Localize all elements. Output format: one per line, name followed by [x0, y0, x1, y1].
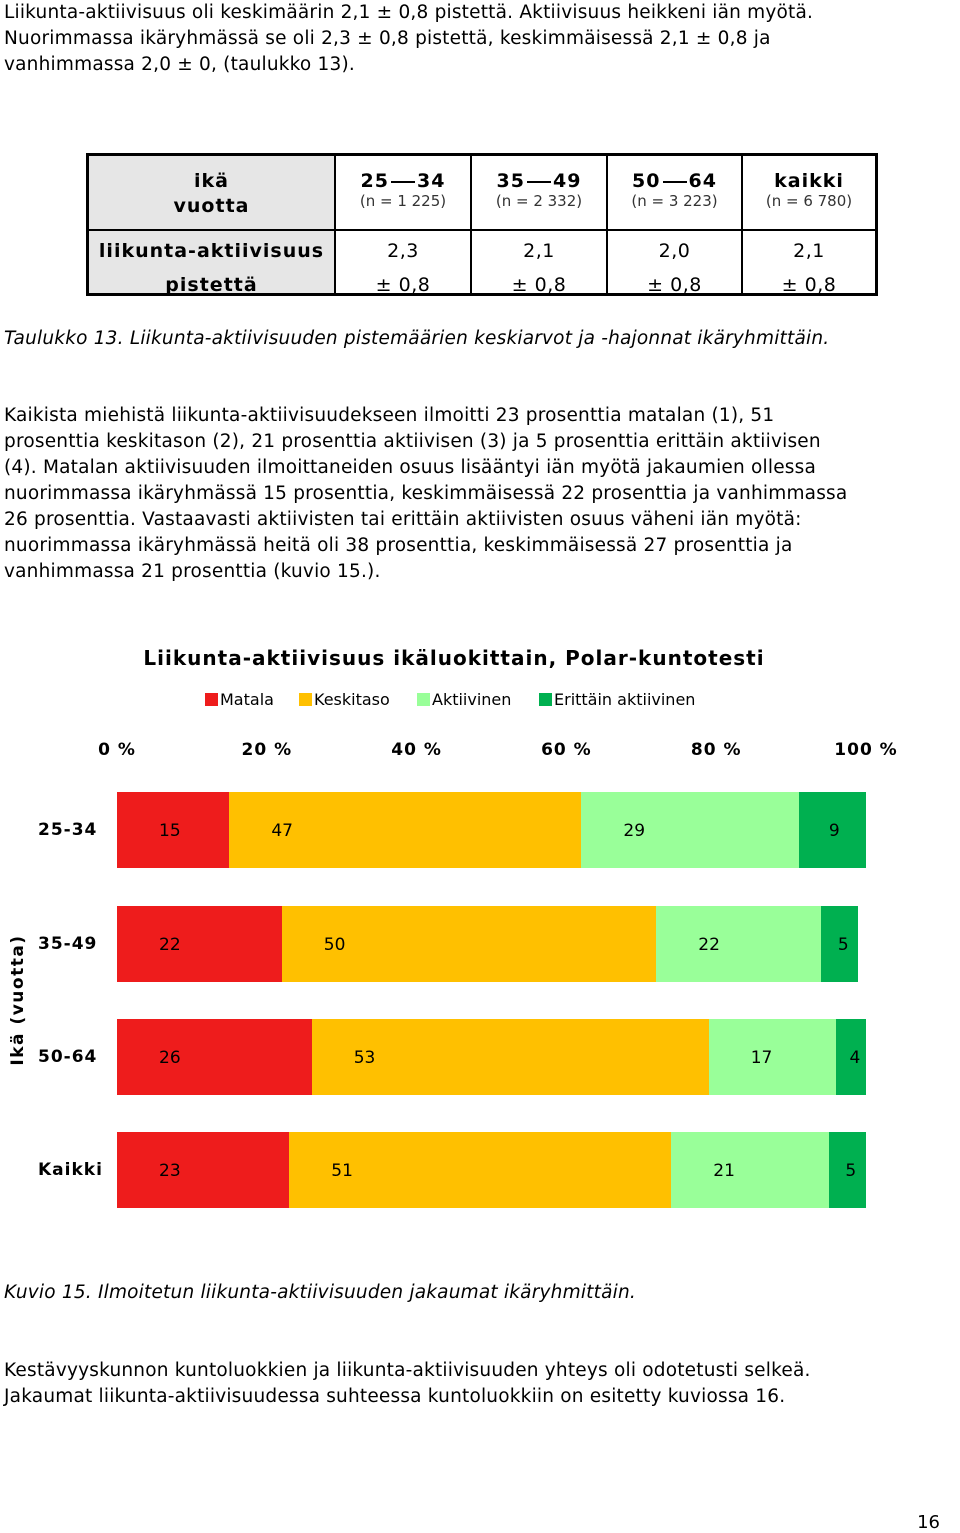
- bar-segment: [117, 1132, 290, 1208]
- x-tick-label: 60 %: [541, 740, 592, 760]
- bar-value-label: 5: [845, 1161, 857, 1181]
- sd-value: ± 0,8: [511, 274, 567, 296]
- bar-value-label: 29: [623, 821, 646, 841]
- bar-value-label: 47: [271, 821, 293, 841]
- x-tick-label: 80 %: [690, 740, 742, 760]
- bar-segment: [117, 1019, 312, 1095]
- category-label: 35-49: [38, 934, 98, 954]
- category-label: Kaikki: [38, 1160, 103, 1180]
- table-divider: [606, 156, 608, 293]
- row-label-activity: liikunta-aktiivisuus: [98, 240, 325, 262]
- legend-swatch: [417, 693, 430, 706]
- col-header-all: kaikki (n = 6 780): [765, 170, 853, 210]
- col-header-50-64: 50 64 (n = 3 223): [631, 170, 718, 210]
- label-column-shade: [89, 156, 336, 293]
- bar-value-label: 15: [159, 821, 181, 841]
- legend-item: Erittäin aktiivinen: [539, 690, 695, 709]
- sd-value: ± 0,8: [781, 274, 837, 296]
- category-label: 25-34: [38, 820, 98, 840]
- legend-item: Matala: [205, 690, 274, 709]
- intro-line: Nuorimmassa ikäryhmässä se oli 2,3 ± 0,8…: [4, 28, 771, 49]
- bar-segment: [836, 1019, 866, 1095]
- x-axis-ticks: 0 % 20 % 40 % 60 % 80 % 100 %: [0, 740, 960, 764]
- x-tick-label: 0 %: [98, 740, 136, 760]
- sd-value: ± 0,8: [647, 274, 702, 296]
- figure-caption: Kuvio 15. Ilmoitetun liikunta-aktiivisuu…: [4, 1282, 636, 1303]
- mean-value: 2,0: [658, 240, 691, 262]
- body-line: 26 prosenttia. Vastaavasti aktiivisten t…: [4, 509, 802, 530]
- bar-segment: [229, 792, 582, 868]
- bar-value-label: 21: [713, 1161, 735, 1181]
- x-tick-label: 20 %: [241, 740, 293, 760]
- legend-item: Keskitaso: [299, 690, 390, 709]
- mean-value: 2,1: [793, 240, 825, 262]
- bar-value-label: 53: [353, 1048, 376, 1068]
- table-divider: [334, 156, 336, 293]
- bar-segment: [656, 906, 822, 982]
- bar-segment: [708, 1019, 837, 1095]
- bar-value-label: 50: [323, 935, 346, 955]
- legend-swatch: [539, 693, 552, 706]
- col-header-25-34: 25 34 (n = 1 225): [359, 170, 447, 210]
- body-paragraph: Kaikista miehistä liikunta-aktiivisuudek…: [4, 403, 956, 585]
- bar-segment: [821, 906, 859, 982]
- bar-segment: [581, 792, 799, 868]
- legend-label: Erittäin aktiivinen: [554, 690, 696, 709]
- bar-segment: [828, 1132, 866, 1208]
- bar-segment: [117, 906, 282, 982]
- chart-title: Liikunta-aktiivisuus ikäluokittain, Pola…: [143, 646, 765, 670]
- bar-value-label: 26: [159, 1048, 181, 1068]
- legend-item: Aktiivinen: [417, 690, 511, 709]
- header-years: vuotta: [173, 195, 250, 217]
- mean-value: 2,1: [523, 240, 555, 262]
- bar-segment: [798, 792, 866, 868]
- legend-swatch: [299, 693, 312, 706]
- col-header-35-49: 35 49 (n = 2 332): [495, 170, 583, 210]
- table-divider: [89, 229, 875, 231]
- table-divider: [741, 156, 743, 293]
- bar-value-label: 51: [331, 1161, 353, 1181]
- intro-paragraph: Liikunta-aktiivisuus oli keskimäärin 2,1…: [4, 0, 956, 78]
- bar-segment: [289, 1132, 672, 1208]
- page-number: 16: [917, 1512, 940, 1533]
- table-divider: [470, 156, 472, 293]
- bar-value-label: 22: [698, 935, 720, 955]
- x-tick-label: 40 %: [391, 740, 442, 760]
- intro-line: vanhimmassa 2,0 ± 0, (taulukko 13).: [4, 54, 355, 75]
- bar-value-label: 22: [159, 935, 181, 955]
- bar-value-label: 17: [750, 1048, 773, 1068]
- body-line: nuorimmassa ikäryhmässä 15 prosenttia, k…: [4, 483, 848, 504]
- bar-segment: [671, 1132, 829, 1208]
- bar-value-label: 5: [837, 935, 849, 955]
- y-axis-label: Ikä (vuotta): [8, 934, 28, 1066]
- bar-segment: [281, 906, 657, 982]
- bar-segment: [117, 792, 230, 868]
- intro-line: Liikunta-aktiivisuus oli keskimäärin 2,1…: [4, 2, 814, 23]
- legend-swatch: [205, 693, 218, 706]
- table-caption: Taulukko 13. Liikunta-aktiivisuuden pist…: [4, 328, 830, 349]
- body-line: nuorimmassa ikäryhmässä heitä oli 38 pro…: [4, 535, 793, 556]
- closing-paragraph: Kestävyyskunnon kuntoluokkien ja liikunt…: [4, 1358, 956, 1410]
- row-label-points: pistettä: [165, 274, 258, 296]
- sd-value: ± 0,8: [375, 274, 431, 296]
- bar-value-label: 9: [828, 821, 840, 841]
- bar-value-label: 4: [849, 1048, 861, 1068]
- legend-label: Aktiivinen: [432, 690, 512, 709]
- body-line: vanhimmassa 21 prosenttia (kuvio 15.).: [4, 561, 381, 582]
- x-tick-label: 100 %: [834, 740, 898, 760]
- body-line: (4). Matalan aktiivisuuden ilmoittaneide…: [4, 457, 816, 478]
- stats-table: ikä vuotta 25 34 (n = 1 225) 35 49 (n = 2 …: [86, 153, 878, 296]
- closing-line: Kestävyyskunnon kuntoluokkien ja liikunt…: [4, 1360, 811, 1381]
- body-line: prosenttia keskitason (2), 21 prosenttia…: [4, 431, 821, 452]
- legend-label: Keskitaso: [314, 690, 390, 709]
- legend-label: Matala: [220, 690, 274, 709]
- body-line: Kaikista miehistä liikunta-aktiivisuudek…: [4, 405, 775, 426]
- header-age: ikä: [194, 170, 229, 192]
- closing-line: Jakaumat liikunta-aktiivisuudessa suhtee…: [4, 1386, 786, 1407]
- category-label: 50-64: [38, 1047, 98, 1067]
- mean-value: 2,3: [387, 240, 419, 262]
- bar-value-label: 23: [159, 1161, 181, 1181]
- bar-segment: [311, 1019, 709, 1095]
